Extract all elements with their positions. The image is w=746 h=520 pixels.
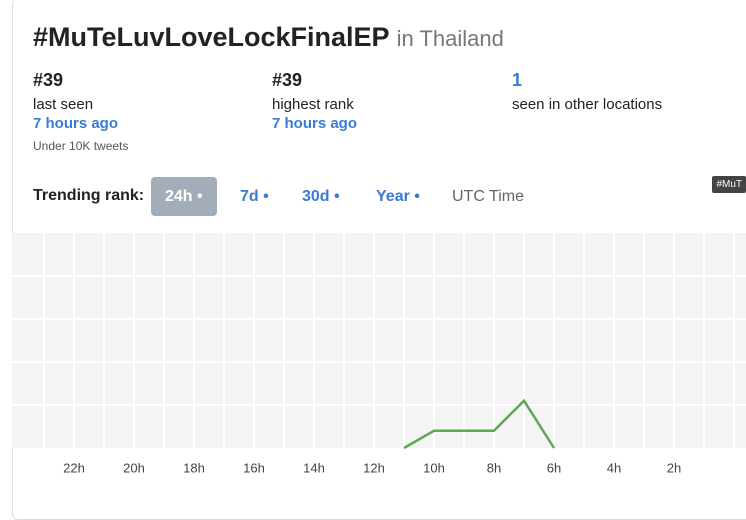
x-tick-label: 6h — [547, 460, 561, 475]
x-tick-label: 2h — [667, 460, 681, 475]
title-line: #MuTeLuvLoveLockFinalEP in Thailand — [33, 22, 504, 53]
range-button[interactable]: Year • — [376, 188, 420, 205]
stat-label: seen in other locations — [512, 96, 663, 113]
x-tick-label: 4h — [607, 460, 621, 475]
x-tick-label: 18h — [183, 460, 205, 475]
tooltip: #MuT — [712, 176, 746, 193]
hashtag-title: #MuTeLuvLoveLockFinalEP — [33, 22, 390, 52]
x-tick-label: 10h — [423, 460, 445, 475]
x-tick-label: 12h — [363, 460, 385, 475]
stat-value: #39 — [33, 70, 64, 90]
stat-time[interactable]: 7 hours ago — [33, 115, 119, 132]
rank-line — [403, 398, 556, 450]
x-tick-label: 14h — [303, 460, 325, 475]
x-tick-label: 22h — [63, 460, 85, 475]
controls-label: Trending rank: — [33, 187, 145, 204]
stat-label: highest rank — [272, 96, 354, 113]
x-tick-label: 8h — [487, 460, 501, 475]
plot-area — [12, 233, 746, 448]
range-button[interactable]: 30d • — [302, 188, 340, 205]
location: in Thailand — [396, 26, 504, 51]
chart: 22h 20h 18h 16h 14h 12h 10h 8h 6h 4h 2h — [12, 233, 746, 475]
stat-time[interactable]: 7 hours ago — [272, 115, 358, 132]
timezone[interactable]: UTC Time — [452, 188, 524, 205]
x-tick-label: 20h — [123, 460, 145, 475]
page: #MuTeLuvLoveLockFinalEP in Thailand Tren… — [12, 0, 746, 520]
stat-note: Under 10K tweets — [33, 139, 129, 153]
range-button[interactable]: 7d • — [240, 188, 269, 205]
range-button[interactable]: 24h • — [151, 177, 217, 216]
x-tick-label: 16h — [243, 460, 265, 475]
stat-value: 1 — [512, 70, 523, 90]
stat-value: #39 — [272, 70, 303, 90]
stat-label: last seen — [33, 96, 94, 113]
